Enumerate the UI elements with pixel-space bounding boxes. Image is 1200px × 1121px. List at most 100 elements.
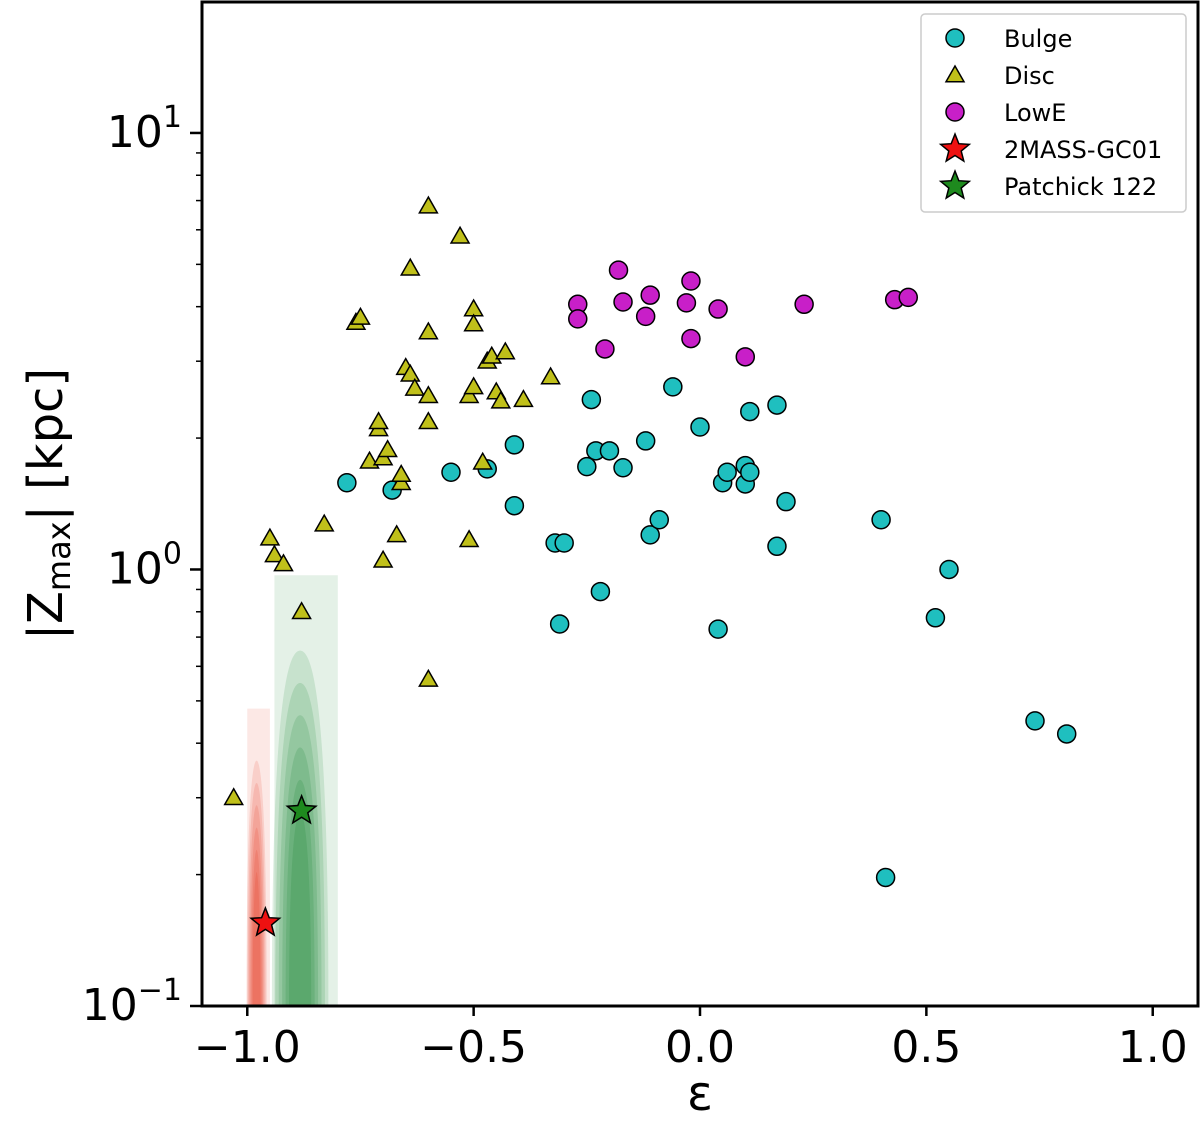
2mass-gc01-point	[249, 905, 282, 937]
bulge-point	[1056, 724, 1077, 744]
bulge-point	[776, 491, 796, 512]
legend-marker	[944, 64, 966, 83]
lowe-point	[595, 339, 615, 359]
legend-item-patchick-122: Patchick 122	[938, 168, 1157, 201]
series-2mass-gc01	[249, 905, 282, 937]
lowe-point	[635, 306, 656, 327]
bulge-point	[875, 867, 896, 888]
y-axis-label-tail: | [kpc]	[18, 368, 74, 522]
disc-point	[490, 390, 512, 409]
disc-point	[259, 527, 281, 546]
disc-point	[540, 366, 561, 385]
legend-label: 2MASS-GC01	[1004, 136, 1162, 164]
x-tick-label: 1.0	[1118, 1022, 1188, 1073]
legend: Bulge Disc LowE 2MASS-GC01 Patchick 122	[920, 13, 1187, 213]
bulge-point	[663, 377, 683, 397]
disc-point	[418, 411, 439, 430]
disc-point	[418, 385, 439, 404]
x-tick-label: 0.5	[891, 1022, 961, 1073]
disc-point	[291, 601, 312, 620]
bulge-point	[767, 536, 787, 557]
bulge-point	[635, 431, 656, 451]
legend-marker	[938, 131, 972, 163]
ticks-layer: −1.0 −0.5 0.0 0.5 1.0 10−1 100 101	[82, 100, 1188, 1073]
legend-marker	[938, 168, 972, 200]
lowe-point	[681, 328, 701, 349]
disc-point	[458, 385, 480, 404]
lowe-point	[898, 287, 919, 308]
legend-item-bulge: Bulge	[945, 25, 1072, 53]
bulge-point	[925, 608, 946, 628]
disc-point	[368, 411, 389, 430]
density-region-red	[246, 708, 270, 1006]
lowe-point	[708, 299, 728, 319]
disc-point	[418, 195, 439, 214]
y-axis-label-main: |Z	[18, 591, 74, 640]
density-layer	[246, 575, 338, 1006]
lowe-point	[681, 271, 701, 291]
bulge-point	[717, 462, 737, 483]
disc-point	[458, 529, 480, 548]
bulge-point	[767, 395, 787, 415]
disc-point	[472, 451, 493, 470]
legend-marker	[945, 102, 965, 122]
bulge-point	[613, 458, 633, 478]
legend-marker	[945, 28, 965, 48]
bulge-point	[337, 473, 357, 493]
legend-label: Disc	[1004, 62, 1055, 90]
bulge-point	[590, 581, 611, 602]
y-tick-label: 10−1	[82, 973, 182, 1031]
disc-point	[463, 298, 484, 317]
disc-point	[418, 321, 439, 340]
bulge-point	[549, 614, 570, 634]
bulge-point	[708, 619, 728, 639]
disc-point	[399, 257, 421, 276]
bulge-point	[581, 389, 602, 410]
disc-point	[386, 524, 407, 543]
bulge-point	[599, 441, 620, 461]
disc-point	[513, 389, 534, 408]
disc-point	[404, 377, 426, 396]
legend-item-disc: Disc	[944, 62, 1055, 90]
y-axis-label-sub: max	[40, 521, 78, 591]
patchick-122-point	[285, 793, 318, 825]
lowe-point	[735, 347, 756, 367]
legend-box	[920, 13, 1187, 213]
bulge-point	[649, 509, 670, 530]
bulge-point	[640, 525, 660, 545]
disc-point	[264, 544, 285, 563]
y-tick-label: 101	[107, 100, 182, 158]
y-axis-label: |Zmax| [kpc]	[18, 368, 78, 640]
lowe-point	[568, 309, 588, 329]
lowe-point	[613, 292, 633, 312]
bulge-point	[690, 417, 710, 437]
bulge-point	[740, 462, 760, 483]
disc-point	[223, 787, 244, 806]
disc-point	[449, 225, 471, 244]
legend-label: Bulge	[1004, 25, 1072, 53]
bulge-point	[871, 509, 891, 530]
disc-point	[390, 464, 412, 483]
disc-point	[463, 313, 484, 332]
bulge-point	[939, 559, 959, 580]
legend-item-2mass-gc01: 2MASS-GC01	[938, 131, 1162, 164]
lowe-point	[676, 293, 697, 313]
series-bulge	[337, 377, 1077, 888]
x-tick-label: −0.5	[420, 1022, 527, 1073]
legend-label: LowE	[1004, 99, 1066, 127]
disc-point	[359, 450, 380, 469]
disc-point	[418, 668, 439, 687]
disc-point	[273, 553, 294, 572]
lowe-point	[794, 294, 814, 315]
disc-point	[372, 549, 394, 568]
disc-point	[313, 513, 335, 532]
bulge-point	[504, 435, 525, 455]
x-tick-label: 0.0	[665, 1022, 735, 1073]
disc-point	[350, 306, 371, 325]
disc-point	[377, 439, 398, 458]
bulge-point	[740, 401, 760, 422]
svg-text:|Zmax| [kpc]: |Zmax| [kpc]	[18, 368, 78, 640]
points-layer	[223, 195, 1077, 937]
disc-point	[495, 341, 516, 360]
series-patchick-122	[285, 793, 318, 825]
